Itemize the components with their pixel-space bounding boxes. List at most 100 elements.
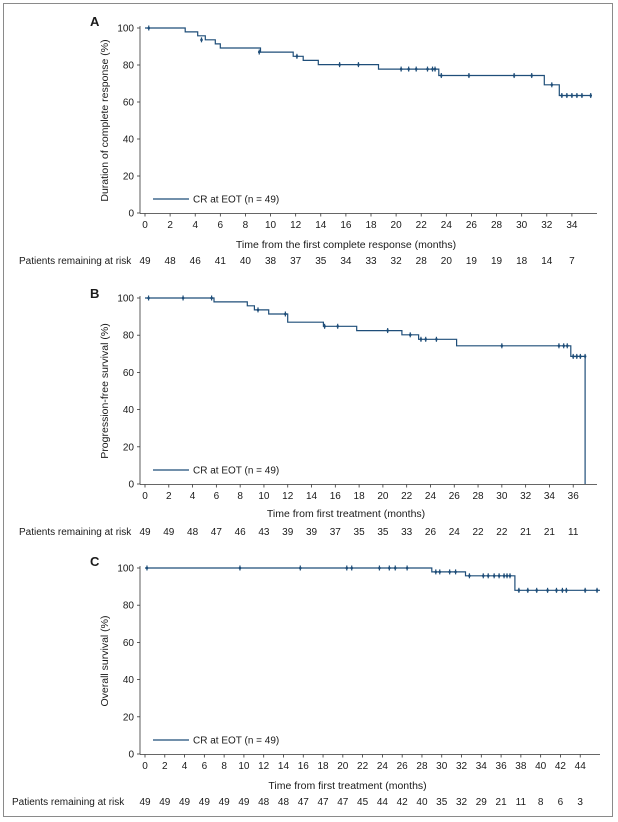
censor-dot xyxy=(399,67,403,71)
x-tick-label: 30 xyxy=(516,220,528,231)
censor-dot xyxy=(535,589,538,592)
y-tick-label: 20 xyxy=(123,172,135,183)
censor-dot xyxy=(434,570,438,574)
risk-count: 46 xyxy=(235,527,247,538)
y-tick-label: 80 xyxy=(123,331,135,342)
censor-dot xyxy=(583,355,587,358)
risk-table-title: Patients remaining at risk xyxy=(12,797,125,808)
censor-dot xyxy=(414,67,418,71)
x-tick-label: 2 xyxy=(166,491,172,502)
risk-count: 32 xyxy=(456,797,468,808)
y-tick-label: 40 xyxy=(123,405,135,416)
censor-dot xyxy=(562,344,565,348)
censor-dot xyxy=(419,337,423,341)
risk-count: 48 xyxy=(258,797,270,808)
x-tick-label: 8 xyxy=(237,491,243,502)
censor-dot xyxy=(357,63,360,66)
x-tick-label: 26 xyxy=(449,491,461,502)
x-tick-label: 4 xyxy=(192,220,198,231)
y-tick-label: 80 xyxy=(123,61,135,72)
x-tick-label: 12 xyxy=(258,761,270,772)
censor-dot xyxy=(589,94,593,97)
risk-count: 19 xyxy=(466,256,478,267)
x-tick-label: 18 xyxy=(365,220,377,231)
x-tick-label: 16 xyxy=(340,220,352,231)
x-tick-label: 30 xyxy=(496,491,508,502)
y-axis-title: Overall survival (%) xyxy=(99,615,111,706)
censor-dot xyxy=(200,38,203,42)
risk-count: 33 xyxy=(365,256,377,267)
risk-count: 35 xyxy=(315,256,327,267)
risk-count: 47 xyxy=(337,797,349,808)
risk-count: 45 xyxy=(357,797,369,808)
risk-count: 49 xyxy=(238,797,250,808)
risk-count: 49 xyxy=(199,797,211,808)
censor-dot xyxy=(257,50,261,54)
x-tick-label: 44 xyxy=(575,761,587,772)
x-tick-label: 26 xyxy=(466,220,478,231)
censor-dot xyxy=(502,574,506,578)
censor-dot xyxy=(386,329,389,332)
x-axis-title: Time from the first complete response (m… xyxy=(236,239,456,251)
x-axis-title: Time from first treatment (months) xyxy=(267,508,425,520)
x-tick-label: 22 xyxy=(401,491,413,502)
censor-dot xyxy=(323,324,326,328)
censor-dot xyxy=(378,566,381,570)
censor-dot xyxy=(388,566,391,570)
risk-count: 22 xyxy=(496,527,508,538)
x-tick-label: 20 xyxy=(391,220,403,231)
censor-dot xyxy=(424,337,428,341)
y-tick-label: 40 xyxy=(123,675,135,686)
censor-dot xyxy=(454,570,457,574)
x-tick-label: 26 xyxy=(397,761,409,772)
censor-dot xyxy=(345,566,349,570)
x-tick-label: 24 xyxy=(441,220,453,231)
censor-dot xyxy=(298,566,302,570)
x-tick-label: 36 xyxy=(496,761,508,772)
censor-dot xyxy=(435,337,438,341)
y-tick-label: 0 xyxy=(128,480,134,491)
x-tick-label: 38 xyxy=(515,761,527,772)
censor-dot xyxy=(583,589,587,592)
censor-dot xyxy=(438,570,442,574)
x-tick-label: 32 xyxy=(456,761,468,772)
censor-dot xyxy=(336,324,339,328)
risk-count: 48 xyxy=(278,797,290,808)
censor-dot xyxy=(468,574,471,578)
x-tick-label: 14 xyxy=(306,491,318,502)
x-tick-label: 12 xyxy=(290,220,302,231)
censor-dot xyxy=(295,55,299,58)
risk-count: 37 xyxy=(290,256,302,267)
censor-dot xyxy=(565,344,569,348)
x-tick-label: 16 xyxy=(330,491,342,502)
x-tick-label: 6 xyxy=(214,491,220,502)
censor-dot xyxy=(561,589,564,592)
risk-count: 49 xyxy=(139,256,151,267)
risk-count: 29 xyxy=(476,797,488,808)
risk-count: 44 xyxy=(377,797,389,808)
censor-dot xyxy=(481,574,485,578)
y-tick-label: 60 xyxy=(123,98,135,109)
y-tick-label: 100 xyxy=(117,294,134,305)
risk-count: 3 xyxy=(577,797,583,808)
censor-dot xyxy=(408,333,412,337)
x-tick-label: 14 xyxy=(278,761,290,772)
x-tick-label: 28 xyxy=(472,491,484,502)
censor-dot xyxy=(256,308,260,312)
censor-dot xyxy=(147,26,151,30)
risk-count: 42 xyxy=(397,797,409,808)
x-tick-label: 34 xyxy=(476,761,488,772)
risk-count: 19 xyxy=(491,256,503,267)
x-tick-label: 18 xyxy=(354,491,366,502)
x-tick-label: 22 xyxy=(357,761,369,772)
y-axis-title: Progression-free survival (%) xyxy=(99,323,111,458)
x-tick-label: 12 xyxy=(282,491,294,502)
risk-count: 49 xyxy=(163,527,175,538)
risk-count: 38 xyxy=(265,256,277,267)
x-tick-label: 0 xyxy=(142,491,148,502)
censor-dot xyxy=(486,574,490,578)
x-tick-label: 10 xyxy=(238,761,250,772)
y-tick-label: 60 xyxy=(123,638,135,649)
